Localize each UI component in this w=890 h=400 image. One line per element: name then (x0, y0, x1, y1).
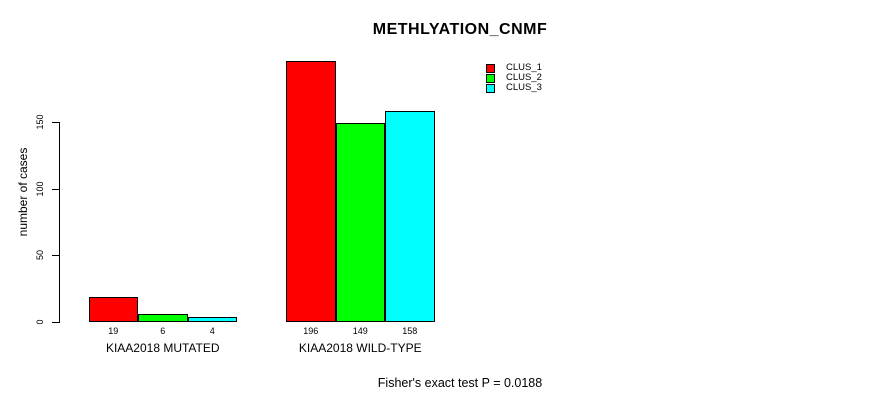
bar-value-label: 6 (160, 326, 166, 336)
legend-label-clus_3: CLUS_3 (506, 82, 542, 93)
bar-clus_1-group1 (88, 297, 138, 322)
y-tick-mark-100 (52, 189, 59, 190)
bar-value-label: 196 (303, 326, 319, 336)
y-tick-mark-0 (52, 322, 59, 323)
bar-value-label: 4 (209, 326, 215, 336)
y-tick-label-100: 100 (35, 181, 45, 197)
bar-value-label: 149 (352, 326, 368, 336)
y-tick-mark-150 (52, 122, 59, 123)
y-axis-label: number of cases (16, 147, 30, 237)
bar-clus_2-group2 (335, 123, 385, 322)
bar-clus_1-group2 (286, 61, 336, 322)
y-tick-label-50: 50 (35, 249, 45, 261)
bar-clus_3-group2 (385, 111, 435, 322)
fisher-test-annotation: Fisher's exact test P = 0.0188 (377, 376, 543, 390)
y-tick-label-150: 150 (35, 114, 45, 130)
y-tick-mark-50 (52, 255, 59, 256)
legend-label-clus_1: CLUS_1 (506, 62, 542, 73)
category-label-1: KIAA2018 MUTATED (105, 341, 220, 355)
bar-value-label: 19 (108, 326, 119, 336)
legend-item-clus_3: CLUS_3 (486, 83, 542, 93)
legend-item-clus_2: CLUS_2 (486, 73, 542, 83)
bar-value-label: 158 (402, 326, 418, 336)
legend-swatch-clus_1 (486, 63, 495, 73)
chart-title: METHLYATION_CNMF (372, 21, 548, 38)
legend-swatch-clus_3 (486, 83, 495, 93)
category-label-2: KIAA2018 WILD-TYPE (298, 341, 422, 355)
bar-clus_2-group1 (138, 314, 188, 322)
legend: CLUS_1 CLUS_2 CLUS_3 (486, 63, 542, 93)
bar-clus_3-group1 (187, 317, 237, 322)
legend-label-clus_2: CLUS_2 (506, 72, 542, 83)
y-tick-label-0: 0 (35, 319, 45, 325)
y-axis-line (59, 122, 60, 323)
legend-item-clus_1: CLUS_1 (486, 63, 542, 73)
legend-swatch-clus_2 (486, 73, 495, 83)
